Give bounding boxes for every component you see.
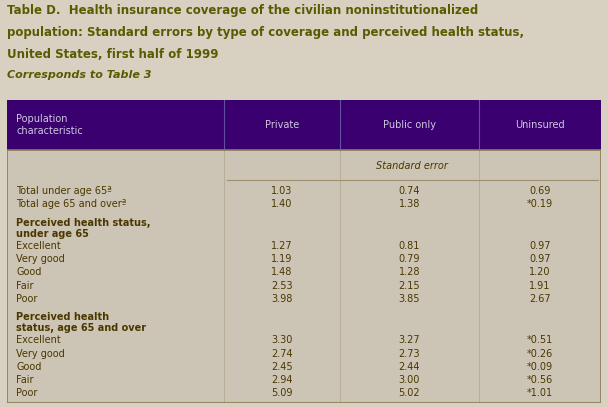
Text: Public only: Public only bbox=[383, 120, 436, 130]
Text: 1.48: 1.48 bbox=[271, 267, 292, 278]
Text: 1.27: 1.27 bbox=[271, 241, 292, 251]
Text: 3.00: 3.00 bbox=[399, 375, 420, 385]
Bar bbox=[7, 100, 601, 150]
Text: 0.97: 0.97 bbox=[529, 254, 551, 264]
Text: Table D.  Health insurance coverage of the civilian noninstitutionalized: Table D. Health insurance coverage of th… bbox=[7, 4, 478, 17]
Text: 0.79: 0.79 bbox=[399, 254, 420, 264]
Text: Uninsured: Uninsured bbox=[515, 120, 565, 130]
Text: Total under age 65ª: Total under age 65ª bbox=[16, 186, 112, 196]
Text: 0.69: 0.69 bbox=[529, 186, 551, 196]
Text: Good: Good bbox=[16, 267, 41, 278]
Text: Poor: Poor bbox=[16, 388, 38, 398]
Text: Fair: Fair bbox=[16, 375, 33, 385]
Text: Fair: Fair bbox=[16, 281, 33, 291]
Text: 1.40: 1.40 bbox=[271, 199, 292, 210]
Text: Perceived health: Perceived health bbox=[16, 312, 109, 322]
Text: *0.19: *0.19 bbox=[527, 199, 553, 210]
Text: Population
characteristic: Population characteristic bbox=[16, 114, 83, 136]
Text: 2.15: 2.15 bbox=[398, 281, 420, 291]
Text: *0.51: *0.51 bbox=[527, 335, 553, 346]
Text: 2.53: 2.53 bbox=[271, 281, 292, 291]
Text: 2.73: 2.73 bbox=[398, 349, 420, 359]
Text: 3.30: 3.30 bbox=[271, 335, 292, 346]
Text: status, age 65 and over: status, age 65 and over bbox=[16, 323, 147, 333]
Text: under age 65: under age 65 bbox=[16, 229, 89, 239]
Text: 0.97: 0.97 bbox=[529, 241, 551, 251]
Text: 3.98: 3.98 bbox=[271, 294, 292, 304]
Text: Perceived health status,: Perceived health status, bbox=[16, 218, 151, 228]
Text: Corresponds to Table 3: Corresponds to Table 3 bbox=[7, 70, 152, 80]
Text: Standard error: Standard error bbox=[376, 162, 448, 171]
Text: 2.94: 2.94 bbox=[271, 375, 292, 385]
Text: 1.19: 1.19 bbox=[271, 254, 292, 264]
Text: 2.67: 2.67 bbox=[529, 294, 551, 304]
Text: 1.28: 1.28 bbox=[399, 267, 420, 278]
Text: *1.01: *1.01 bbox=[527, 388, 553, 398]
Text: 2.74: 2.74 bbox=[271, 349, 292, 359]
Text: Poor: Poor bbox=[16, 294, 38, 304]
Text: 0.81: 0.81 bbox=[399, 241, 420, 251]
Text: 0.74: 0.74 bbox=[399, 186, 420, 196]
Text: Good: Good bbox=[16, 362, 41, 372]
Text: Total age 65 and overª: Total age 65 and overª bbox=[16, 199, 126, 210]
Text: *0.56: *0.56 bbox=[527, 375, 553, 385]
Text: 2.44: 2.44 bbox=[399, 362, 420, 372]
Text: population: Standard errors by type of coverage and perceived health status,: population: Standard errors by type of c… bbox=[7, 26, 525, 39]
Text: 5.09: 5.09 bbox=[271, 388, 292, 398]
Text: *0.09: *0.09 bbox=[527, 362, 553, 372]
Text: 1.38: 1.38 bbox=[399, 199, 420, 210]
Text: 1.91: 1.91 bbox=[529, 281, 551, 291]
Text: United States, first half of 1999: United States, first half of 1999 bbox=[7, 48, 219, 61]
Text: Very good: Very good bbox=[16, 349, 65, 359]
Text: 1.03: 1.03 bbox=[271, 186, 292, 196]
Text: Very good: Very good bbox=[16, 254, 65, 264]
Text: Excellent: Excellent bbox=[16, 241, 61, 251]
Text: 2.45: 2.45 bbox=[271, 362, 292, 372]
Text: *0.26: *0.26 bbox=[527, 349, 553, 359]
Text: 5.02: 5.02 bbox=[398, 388, 420, 398]
Text: 3.27: 3.27 bbox=[398, 335, 420, 346]
Text: 3.85: 3.85 bbox=[399, 294, 420, 304]
Text: 1.20: 1.20 bbox=[529, 267, 551, 278]
Text: Excellent: Excellent bbox=[16, 335, 61, 346]
Text: Private: Private bbox=[264, 120, 299, 130]
